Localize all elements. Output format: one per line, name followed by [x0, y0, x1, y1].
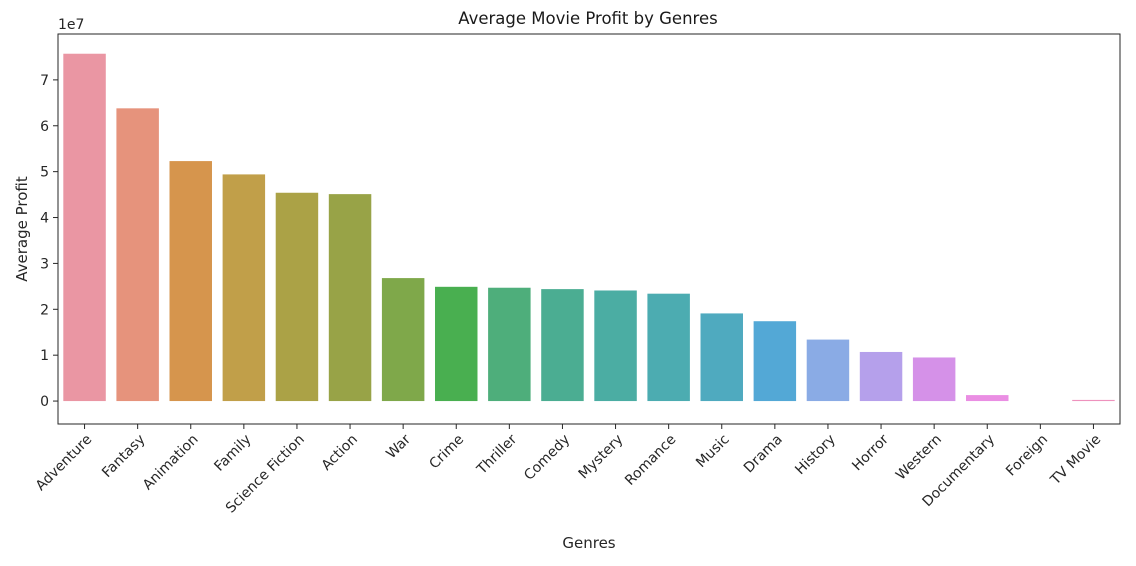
x-tick-label: Foreign	[1003, 432, 1051, 480]
y-tick-label: 0	[40, 394, 49, 410]
chart-title: Average Movie Profit by Genres	[458, 9, 717, 28]
y-tick-label: 3	[40, 256, 49, 272]
bar-war	[381, 278, 425, 402]
bar-documentary	[966, 395, 1009, 402]
x-tick-label: Animation	[140, 432, 202, 494]
bar-horror	[859, 351, 903, 402]
bar-music	[700, 313, 743, 402]
x-tick-label: TV Movie	[1047, 432, 1104, 489]
y-axis: 0 1 2 3 4 5 6 7	[40, 73, 58, 410]
bar-adventure	[63, 53, 106, 402]
x-axis-label: Genres	[562, 534, 615, 552]
bar-animation	[169, 161, 212, 402]
x-tick-label: Mystery	[576, 432, 627, 483]
x-tick-label: History	[792, 432, 839, 479]
y-tick-label: 5	[40, 165, 49, 181]
y-offset-label: 1e7	[58, 17, 84, 33]
y-tick-label: 1	[40, 348, 49, 364]
bar-science-fiction	[275, 192, 319, 402]
x-tick-label: Horror	[849, 431, 892, 474]
bar-romance	[647, 293, 690, 402]
bar-family	[222, 174, 266, 402]
y-tick-label: 4	[40, 211, 49, 227]
plot-frame	[57, 33, 1121, 425]
x-tick-label: Music	[693, 432, 732, 471]
bar-drama	[753, 321, 797, 402]
x-tick-label: Romance	[622, 432, 679, 489]
bar-comedy	[541, 289, 584, 402]
bars-group	[63, 53, 1115, 402]
x-tick-label: Crime	[426, 432, 467, 473]
bar-tv-movie	[1072, 399, 1115, 402]
bar-fantasy	[116, 108, 159, 402]
x-tick-label: Thriller	[473, 431, 520, 478]
x-tick-label: War	[383, 431, 414, 462]
x-tick-label: Comedy	[521, 432, 573, 484]
y-tick-label: 2	[40, 302, 49, 318]
y-tick-label: 6	[40, 119, 49, 135]
y-tick-label: 7	[40, 73, 49, 89]
bar-western	[912, 357, 956, 402]
x-tick-label: Fantasy	[99, 432, 148, 481]
x-tick-label: Drama	[741, 432, 786, 477]
x-tick-label: Action	[319, 432, 361, 474]
bar-action	[328, 194, 372, 402]
x-tick-label: Adventure	[33, 432, 96, 495]
bar-thriller	[488, 287, 531, 402]
bar-crime	[435, 286, 478, 402]
y-axis-label: Average Profit	[13, 176, 31, 282]
bar-history	[806, 339, 850, 402]
bar-mystery	[594, 290, 637, 402]
x-tick-label: Western	[893, 432, 945, 484]
x-tick-label: Family	[211, 432, 254, 475]
